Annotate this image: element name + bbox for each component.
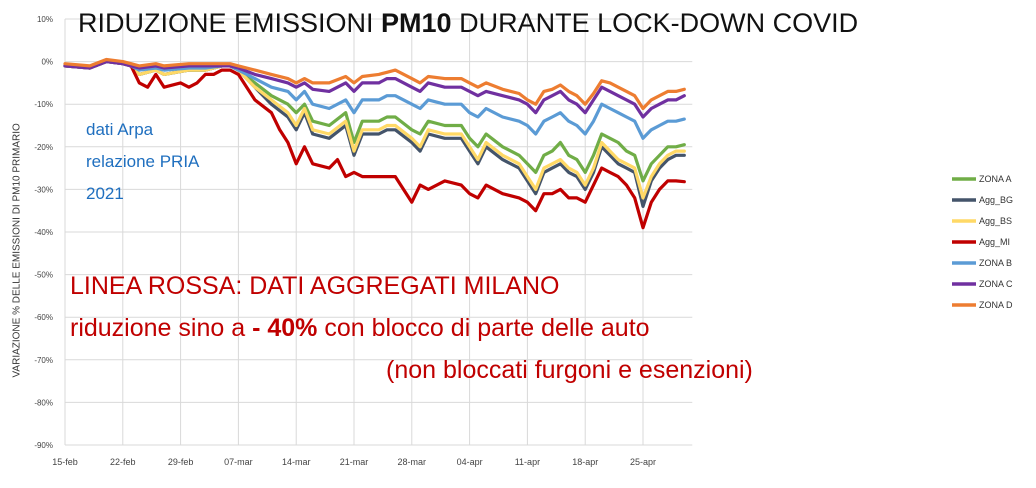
source-note-line: 2021 xyxy=(86,184,124,203)
grid xyxy=(64,18,693,446)
y-tick-label: -70% xyxy=(34,356,53,365)
x-tick-label: 22-feb xyxy=(110,457,136,467)
x-tick-label: 21-mar xyxy=(340,457,369,467)
x-axis: 15-feb 22-feb 29-feb 07-mar 14-mar 21-mar 28-m… xyxy=(52,457,656,467)
x-tick-label: 07-mar xyxy=(224,457,253,467)
annotation-line-3: (non bloccati furgoni e esenzioni) xyxy=(386,356,753,384)
y-tick-label: -10% xyxy=(34,100,53,109)
series-lines xyxy=(63,57,686,230)
x-tick-label: 14-mar xyxy=(282,457,311,467)
legend-label: ZONA D xyxy=(979,300,1013,310)
y-tick-label: -60% xyxy=(34,313,53,322)
y-tick-label: -30% xyxy=(34,185,53,194)
y-axis-label: VARIAZIONE % DELLE EMISSIONI DI PM10 PRI… xyxy=(11,123,23,378)
x-tick-label: 15-feb xyxy=(52,457,78,467)
legend-label: ZONA A xyxy=(979,174,1012,184)
x-tick-label: 29-feb xyxy=(168,457,194,467)
y-tick-label: 10% xyxy=(37,15,53,24)
y-axis: 10% 0% -10% -20% -30% -40% -50% -60% -70% -80% -90… xyxy=(34,15,53,450)
x-tick-label: 18-apr xyxy=(572,457,598,467)
legend-label: Agg_BG xyxy=(979,195,1013,205)
series-line xyxy=(63,60,686,119)
y-tick-label: -80% xyxy=(34,398,53,407)
x-tick-label: 04-apr xyxy=(457,457,483,467)
x-tick-label: 11-apr xyxy=(515,457,540,467)
source-note-line: dati Arpa xyxy=(86,120,154,139)
x-tick-label: 25-apr xyxy=(630,457,656,467)
y-tick-label: -20% xyxy=(34,143,53,152)
legend-label: ZONA B xyxy=(979,258,1012,268)
y-tick-label: 0% xyxy=(41,58,53,67)
x-tick-label: 28-mar xyxy=(398,457,427,467)
annotation-headline: LINEA ROSSA: DATI AGGREGATI MILANO xyxy=(70,272,560,300)
legend-label: ZONA C xyxy=(979,279,1013,289)
series-line xyxy=(63,60,686,230)
chart-title: RIDUZIONE EMISSIONI PM10 DURANTE LOCK-DO… xyxy=(78,8,859,38)
annotation-line-2: riduzione sino a - 40% con blocco di par… xyxy=(70,314,650,342)
series-line xyxy=(63,60,686,140)
legend: ZONA A Agg_BG Agg_BS Agg_MI ZONA B ZONA C ZONA… xyxy=(952,174,1013,310)
y-tick-label: -50% xyxy=(34,271,53,280)
legend-label: Agg_MI xyxy=(979,237,1010,247)
series-line xyxy=(63,57,686,111)
legend-label: Agg_BS xyxy=(979,216,1012,226)
y-tick-label: -40% xyxy=(34,228,53,237)
y-tick-label: -90% xyxy=(34,441,53,450)
source-note-line: relazione PRIA xyxy=(86,152,200,171)
series-line xyxy=(63,60,686,200)
